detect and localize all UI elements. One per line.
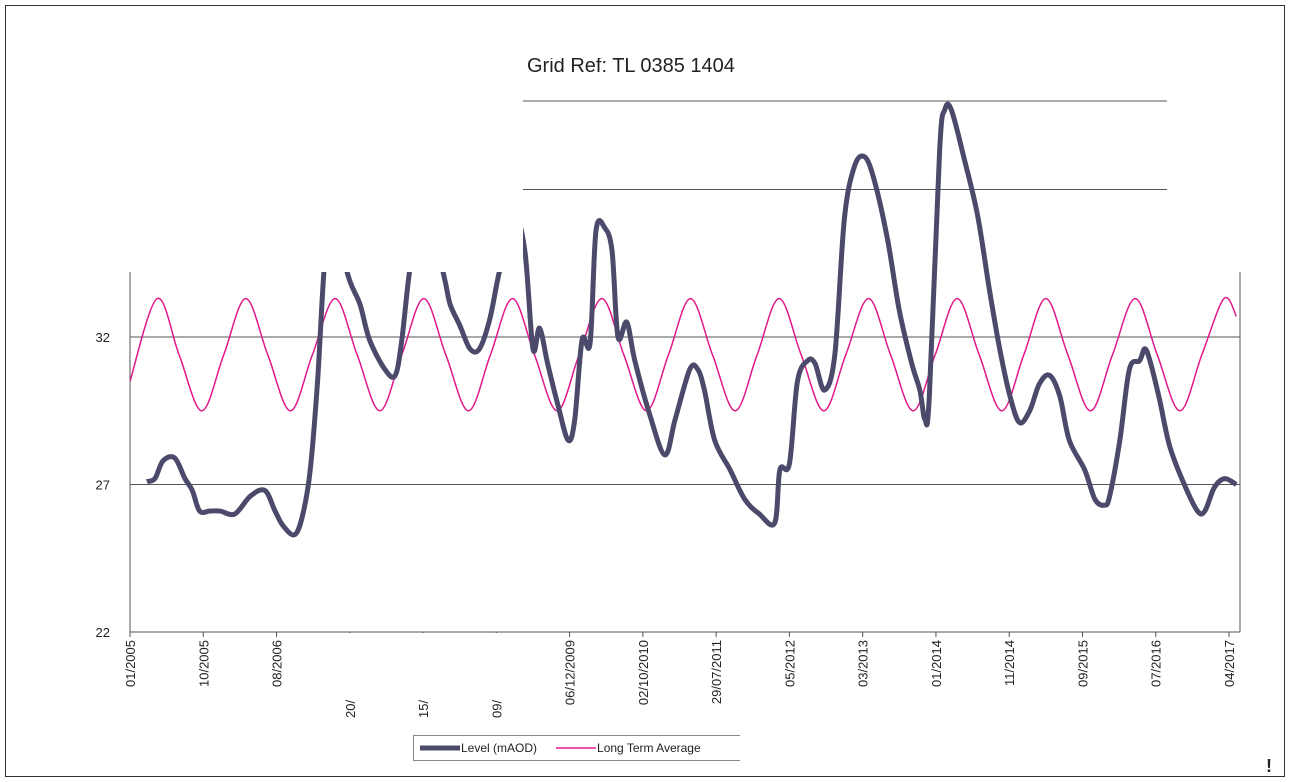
legend-label: Long Term Average <box>597 741 701 755</box>
x-tick-label: 07/2016 <box>1149 640 1164 687</box>
x-tick-label: 15/ <box>416 700 431 718</box>
legend-box <box>413 735 744 761</box>
x-tick-label: 08/2006 <box>270 640 285 687</box>
occluder <box>313 633 523 689</box>
legend-label: Level (mAOD) <box>461 741 537 755</box>
y-tick-label: 32 <box>96 330 110 345</box>
x-tick-label: 05/2012 <box>782 640 797 687</box>
series-line <box>130 296 1238 412</box>
x-tick-label: 06/12/2009 <box>563 640 578 705</box>
y-tick-label: 27 <box>96 478 110 493</box>
x-tick-label: 09/ <box>489 700 504 718</box>
x-tick-label: 03/2013 <box>856 640 871 687</box>
x-tick-label: 11/2014 <box>1002 640 1017 686</box>
x-tick-label: 01/2005 <box>123 640 138 687</box>
occluder <box>523 6 1167 58</box>
occluder <box>6 6 523 272</box>
annotation: ! <box>1266 756 1272 776</box>
x-tick-label: 02/10/2010 <box>636 640 651 705</box>
x-tick-label: 20/ <box>343 700 358 718</box>
x-tick-label: 29/07/2011 <box>709 640 724 704</box>
legend: Level (mAOD) Long Term Average <box>413 735 744 761</box>
chart-title: Grid Ref: TL 0385 1404 <box>527 55 735 77</box>
x-tick-label: 01/2014 <box>929 640 944 687</box>
x-tick-label: 10/2005 <box>196 640 211 687</box>
x-tick-label: 09/2015 <box>1075 640 1090 687</box>
occluder <box>1167 6 1284 272</box>
x-tick-label: 04/2017 <box>1222 640 1237 687</box>
y-tick-label: 22 <box>96 625 110 640</box>
occluder <box>740 730 780 770</box>
